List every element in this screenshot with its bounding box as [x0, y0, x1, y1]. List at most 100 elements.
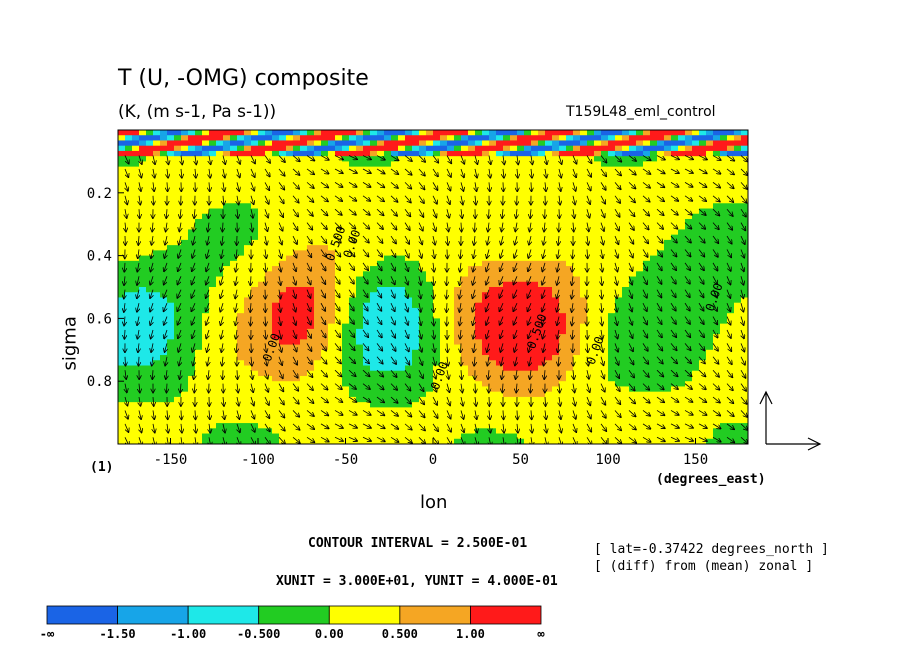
heatmap-cell [139, 370, 147, 377]
heatmap-cell [202, 260, 210, 267]
heatmap-cell [181, 260, 189, 267]
heatmap-cell [377, 203, 385, 210]
heatmap-cell [314, 438, 322, 444]
heatmap-cell [517, 318, 525, 325]
heatmap-cell [125, 292, 133, 299]
heatmap-cell [328, 130, 336, 136]
heatmap-cell [237, 208, 245, 215]
heatmap-cell [188, 187, 196, 194]
heatmap-cell [685, 287, 693, 293]
heatmap-cell [454, 271, 462, 278]
heatmap-cell [286, 370, 294, 377]
heatmap-cell [328, 276, 336, 283]
heatmap-cell [643, 428, 651, 435]
heatmap-cell [335, 349, 343, 356]
heatmap-cell [153, 276, 161, 283]
heatmap-cell [307, 198, 315, 204]
heatmap-cell [293, 365, 301, 372]
heatmap-cell [636, 292, 644, 299]
heatmap-cell [503, 187, 511, 194]
heatmap-cell [321, 187, 329, 194]
heatmap-cell [559, 145, 567, 152]
heatmap-cell [643, 130, 651, 136]
heatmap-cell [426, 229, 434, 236]
heatmap-cell [496, 130, 504, 136]
heatmap-cell [363, 402, 371, 408]
heatmap-cell [293, 323, 301, 330]
heatmap-cell [580, 182, 588, 189]
heatmap-cell [650, 239, 658, 246]
heatmap-cell [370, 391, 378, 398]
heatmap-cell [461, 386, 469, 393]
heatmap-cell [195, 339, 203, 346]
heatmap-cell [587, 407, 595, 414]
heatmap-cell [594, 276, 602, 283]
heatmap-cell [629, 187, 637, 194]
heatmap-cell [447, 391, 455, 398]
heatmap-cell [167, 339, 175, 346]
heatmap-cell [419, 287, 427, 293]
heatmap-cell [356, 192, 364, 199]
heatmap-cell [447, 328, 455, 335]
heatmap-cell [482, 328, 490, 335]
heatmap-cell [181, 375, 189, 382]
heatmap-cell [125, 192, 133, 199]
heatmap-cell [461, 239, 469, 246]
heatmap-cell [272, 145, 280, 152]
heatmap-cell [594, 166, 602, 173]
heatmap-cell [202, 218, 210, 225]
heatmap-cell [307, 302, 315, 309]
heatmap-cell [566, 177, 574, 183]
heatmap-cell [405, 375, 413, 382]
heatmap-cell [475, 145, 483, 152]
heatmap-cell [440, 412, 448, 419]
heatmap-cell [524, 428, 532, 435]
heatmap-cell [321, 192, 329, 199]
heatmap-cell [181, 250, 189, 257]
heatmap-cell [258, 187, 266, 194]
heatmap-cell [342, 140, 350, 147]
heatmap-cell [167, 365, 175, 372]
heatmap-cell [160, 355, 168, 361]
heatmap-cell [510, 428, 518, 435]
heatmap-cell [454, 339, 462, 346]
heatmap-cell [678, 145, 686, 152]
heatmap-cell [510, 260, 518, 267]
heatmap-cell [573, 182, 581, 189]
heatmap-cell [174, 250, 182, 257]
heatmap-cell [307, 428, 315, 435]
heatmap-cell [664, 130, 672, 136]
heatmap-cell [440, 433, 448, 440]
heatmap-cell [195, 375, 203, 382]
heatmap-cell [601, 255, 609, 262]
heatmap-cell [279, 307, 287, 314]
heatmap-cell [678, 318, 686, 325]
heatmap-cell [601, 339, 609, 346]
heatmap-cell [167, 386, 175, 393]
heatmap-cell [629, 433, 637, 440]
heatmap-cell [608, 402, 616, 408]
heatmap-cell [699, 130, 707, 136]
heatmap-cell [251, 245, 259, 251]
heatmap-cell [216, 250, 224, 257]
heatmap-cell [622, 140, 630, 147]
heatmap-cell [538, 391, 546, 398]
heatmap-cell [510, 417, 518, 424]
heatmap-cell [146, 182, 154, 189]
heatmap-cell [419, 307, 427, 314]
heatmap-cell [552, 182, 560, 189]
heatmap-cell [692, 224, 700, 231]
heatmap-cell [132, 375, 140, 382]
heatmap-cell [153, 224, 161, 231]
heatmap-cell [608, 177, 616, 183]
heatmap-cell [517, 423, 525, 429]
heatmap-cell [538, 402, 546, 408]
heatmap-cell [300, 297, 308, 304]
heatmap-cell [440, 281, 448, 288]
heatmap-cell [328, 287, 336, 293]
heatmap-cell [678, 339, 686, 346]
heatmap-cell [244, 433, 252, 440]
heatmap-cell [405, 412, 413, 419]
heatmap-cell [517, 281, 525, 288]
heatmap-cell [237, 381, 245, 388]
